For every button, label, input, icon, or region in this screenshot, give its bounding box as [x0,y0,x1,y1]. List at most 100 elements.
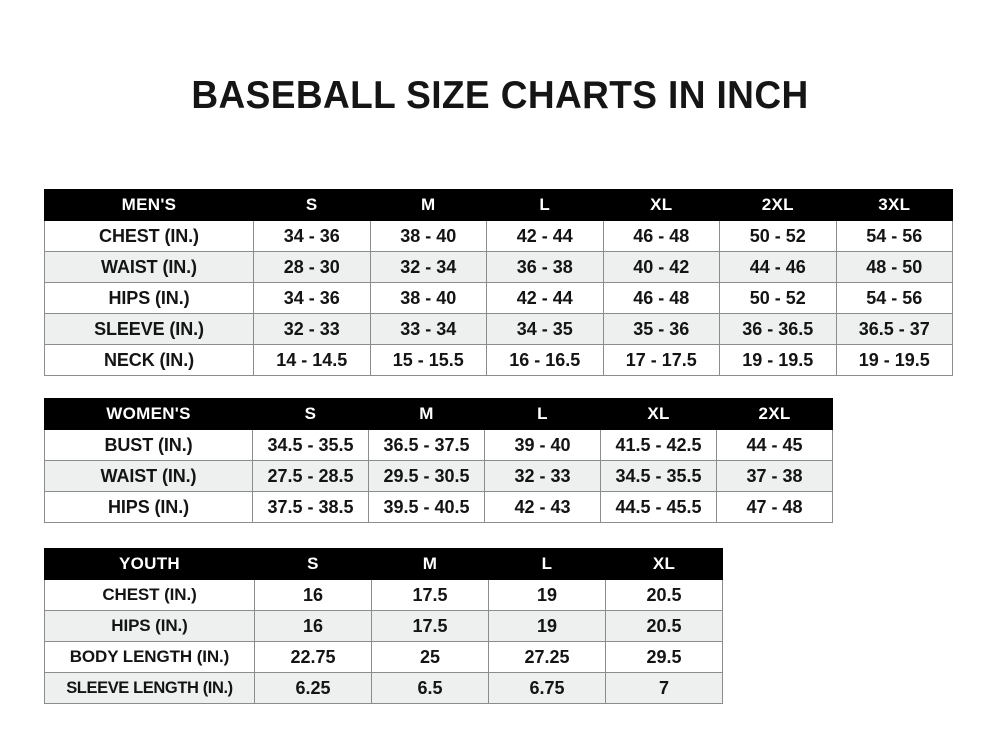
cell-value: 27.5 - 28.5 [252,460,369,492]
cell-value: 50 - 52 [719,282,837,314]
cell-value: 36 - 38 [486,251,604,283]
cell-value: 27.25 [488,641,606,673]
cell-value: 44.5 - 45.5 [600,491,717,523]
cell-value: 38 - 40 [369,282,487,314]
cell-value: 54 - 56 [835,220,953,252]
table-row: CHEST (IN.) 16 17.5 19 20.5 [44,579,723,611]
row-label-chest: CHEST (IN.) [44,220,254,252]
cell-value: 6.5 [371,672,489,704]
table-row: BODY LENGTH (IN.) 22.75 25 27.25 29.5 [44,641,723,673]
cell-value: 20.5 [605,579,723,611]
table-row: NECK (IN.) 14 - 14.5 15 - 15.5 16 - 16.5… [44,344,953,376]
cell-value: 33 - 34 [369,313,487,345]
womens-header-s: S [252,398,369,430]
youth-header-l: L [488,548,606,580]
cell-value: 42 - 44 [486,220,604,252]
cell-value: 46 - 48 [602,282,720,314]
table-row: CHEST (IN.) 34 - 36 38 - 40 42 - 44 46 -… [44,220,953,252]
cell-value: 42 - 43 [484,491,601,523]
cell-value: 46 - 48 [602,220,720,252]
cell-value: 39.5 - 40.5 [368,491,485,523]
table-header-row: YOUTH S M L XL [44,548,723,580]
cell-value: 17.5 [371,610,489,642]
row-label-waist: WAIST (IN.) [44,251,254,283]
womens-header-m: M [368,398,485,430]
cell-value: 6.75 [488,672,606,704]
cell-value: 54 - 56 [835,282,953,314]
table-row: WAIST (IN.) 27.5 - 28.5 29.5 - 30.5 32 -… [44,460,833,492]
table-row: HIPS (IN.) 34 - 36 38 - 40 42 - 44 46 - … [44,282,953,314]
cell-value: 34 - 36 [253,282,371,314]
cell-value: 32 - 33 [253,313,371,345]
table-row: HIPS (IN.) 16 17.5 19 20.5 [44,610,723,642]
cell-value: 32 - 33 [484,460,601,492]
cell-value: 14 - 14.5 [253,344,371,376]
mens-table-header: MEN'S S M L XL 2XL 3XL [44,189,953,221]
cell-value: 50 - 52 [719,220,837,252]
table-header-row: WOMEN'S S M L XL 2XL [44,398,833,430]
table-row: WAIST (IN.) 28 - 30 32 - 34 36 - 38 40 -… [44,251,953,283]
row-label-waist: WAIST (IN.) [44,460,253,492]
mens-size-table: MEN'S S M L XL 2XL 3XL CHEST (IN.) 34 - … [44,189,953,376]
cell-value: 22.75 [254,641,372,673]
cell-value: 6.25 [254,672,372,704]
cell-value: 19 [488,610,606,642]
mens-header-3xl: 3XL [835,189,953,221]
cell-value: 16 - 16.5 [486,344,604,376]
row-label-hips: HIPS (IN.) [44,610,255,642]
cell-value: 44 - 46 [719,251,837,283]
cell-value: 20.5 [605,610,723,642]
mens-table-body: CHEST (IN.) 34 - 36 38 - 40 42 - 44 46 -… [44,220,953,376]
youth-header-category: YOUTH [44,548,255,580]
row-label-neck: NECK (IN.) [44,344,254,376]
row-label-sleeve: SLEEVE (IN.) [44,313,254,345]
cell-value: 16 [254,610,372,642]
womens-table-body: BUST (IN.) 34.5 - 35.5 36.5 - 37.5 39 - … [44,429,833,523]
row-label-hips: HIPS (IN.) [44,282,254,314]
table-row: BUST (IN.) 34.5 - 35.5 36.5 - 37.5 39 - … [44,429,833,461]
cell-value: 19 - 19.5 [835,344,953,376]
womens-table-header: WOMEN'S S M L XL 2XL [44,398,833,430]
cell-value: 15 - 15.5 [369,344,487,376]
row-label-chest: CHEST (IN.) [44,579,255,611]
cell-value: 17 - 17.5 [602,344,720,376]
mens-header-m: M [369,189,487,221]
cell-value: 41.5 - 42.5 [600,429,717,461]
womens-header-l: L [484,398,601,430]
youth-header-m: M [371,548,489,580]
youth-header-s: S [254,548,372,580]
cell-value: 36.5 - 37 [835,313,953,345]
cell-value: 34.5 - 35.5 [600,460,717,492]
cell-value: 36 - 36.5 [719,313,837,345]
cell-value: 32 - 34 [369,251,487,283]
mens-header-xl: XL [602,189,720,221]
row-label-body-length: BODY LENGTH (IN.) [44,641,255,673]
cell-value: 19 [488,579,606,611]
cell-value: 16 [254,579,372,611]
cell-value: 28 - 30 [253,251,371,283]
cell-value: 36.5 - 37.5 [368,429,485,461]
cell-value: 48 - 50 [835,251,953,283]
table-row: SLEEVE LENGTH (IN.) 6.25 6.5 6.75 7 [44,672,723,704]
cell-value: 35 - 36 [602,313,720,345]
cell-value: 29.5 [605,641,723,673]
row-label-hips: HIPS (IN.) [44,491,253,523]
womens-size-table: WOMEN'S S M L XL 2XL BUST (IN.) 34.5 - 3… [44,398,833,523]
mens-header-l: L [486,189,604,221]
youth-table-body: CHEST (IN.) 16 17.5 19 20.5 HIPS (IN.) 1… [44,579,723,704]
cell-value: 7 [605,672,723,704]
cell-value: 38 - 40 [369,220,487,252]
cell-value: 47 - 48 [716,491,833,523]
row-label-sleeve-length: SLEEVE LENGTH (IN.) [44,672,255,704]
row-label-bust: BUST (IN.) [44,429,253,461]
cell-value: 37.5 - 38.5 [252,491,369,523]
cell-value: 40 - 42 [602,251,720,283]
page-title: BASEBALL SIZE CHARTS IN INCH [191,74,809,117]
cell-value: 25 [371,641,489,673]
womens-header-xl: XL [600,398,717,430]
cell-value: 39 - 40 [484,429,601,461]
womens-header-category: WOMEN'S [44,398,253,430]
youth-size-table: YOUTH S M L XL CHEST (IN.) 16 17.5 19 20… [44,548,723,704]
cell-value: 29.5 - 30.5 [368,460,485,492]
